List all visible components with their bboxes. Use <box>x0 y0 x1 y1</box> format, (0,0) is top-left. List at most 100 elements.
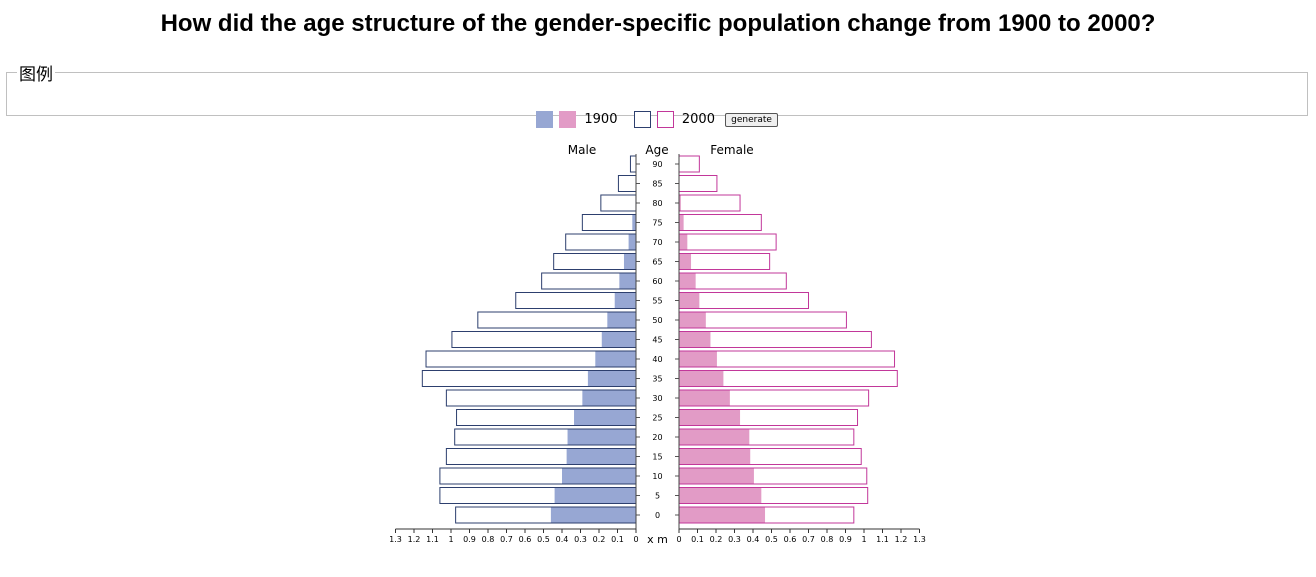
male-x-tick-label: 1 <box>448 535 453 544</box>
age-label: 15 <box>652 453 662 462</box>
female-x-tick-label: 1.3 <box>913 535 926 544</box>
male-header: Male <box>568 143 596 157</box>
legend-panel: 图例 1900 2000 generate <box>6 60 1308 128</box>
male-x-tick-label: 0.8 <box>482 535 495 544</box>
male-x-tick-label: 0.9 <box>463 535 476 544</box>
bar-female-2000 <box>678 214 762 231</box>
age-label: 65 <box>652 258 662 267</box>
male-x-tick-label: 1.3 <box>389 535 402 544</box>
bar-male-2000 <box>553 253 637 270</box>
male-x-tick-label: 0 <box>633 535 638 544</box>
age-label: 55 <box>652 297 662 306</box>
bar-female-1900 <box>679 312 706 328</box>
bar-female-2000 <box>678 233 777 251</box>
female-x-tick-label: 0 <box>676 535 681 544</box>
female-x-tick-label: 0.6 <box>784 535 797 544</box>
bar-female-1900 <box>679 351 717 367</box>
bar-male-1900 <box>614 293 636 308</box>
bar-male-1900 <box>566 449 636 464</box>
female-x-tick-label: 0.7 <box>802 535 815 544</box>
bar-female-1900 <box>679 273 696 289</box>
bar-male-1900 <box>550 507 636 523</box>
legend-label-1900: 1900 <box>584 112 618 127</box>
age-label: 30 <box>652 394 662 403</box>
bar-female-1900 <box>679 293 700 308</box>
chart-title: How did the age structure of the gender-… <box>160 10 1156 37</box>
bar-male-1900 <box>601 332 636 347</box>
female-x-tick-label: 1.2 <box>895 535 908 544</box>
legend-swatch-female-2000 <box>656 111 674 128</box>
bar-male-1900 <box>628 234 636 250</box>
legend-swatch-male-2000 <box>633 111 651 128</box>
female-x-tick-label: 1.1 <box>876 535 889 544</box>
bar-male-1900 <box>582 390 636 406</box>
female-x-tick-label: 0.3 <box>728 535 741 544</box>
bar-male-2000 <box>629 155 637 173</box>
bar-female-2000 <box>678 175 718 192</box>
bar-male-2000 <box>581 214 637 231</box>
bar-female-1900 <box>679 390 730 406</box>
bar-female-1900 <box>679 254 692 269</box>
age-label: 40 <box>652 355 662 364</box>
bar-male-1900 <box>574 410 636 425</box>
bar-male-2000 <box>565 233 637 251</box>
male-x-tick-label: 0.6 <box>519 535 532 544</box>
female-x-tick-label: 1 <box>861 535 866 544</box>
legend-items: 1900 2000 generate <box>7 111 1307 128</box>
bar-female-1900 <box>679 332 711 347</box>
bar-female-1900 <box>679 468 754 484</box>
female-x-tick-label: 0.8 <box>821 535 834 544</box>
age-header: Age <box>645 143 668 157</box>
age-label: 5 <box>655 492 660 501</box>
age-label: 60 <box>652 277 662 286</box>
female-x-tick-label: 0.5 <box>765 535 778 544</box>
age-label: 10 <box>652 472 662 481</box>
male-x-tick-label: 1.1 <box>426 535 439 544</box>
male-x-tick-label: 0.3 <box>574 535 587 544</box>
bar-female-1900 <box>679 507 766 523</box>
bar-female-1900 <box>679 371 724 386</box>
legend-heading: 图例 <box>19 65 53 85</box>
age-label: 50 <box>652 316 662 325</box>
age-label: 80 <box>652 199 662 208</box>
age-label: 85 <box>652 180 662 189</box>
bar-female-1900 <box>679 488 762 503</box>
legend-swatch-female-1900 <box>559 111 577 128</box>
bar-male-1900 <box>554 488 636 503</box>
bar-female-2000 <box>678 194 741 212</box>
bar-female-1900 <box>679 234 688 250</box>
generate-button[interactable]: generate <box>725 112 778 127</box>
bar-female-1900 <box>679 215 684 230</box>
age-label: 70 <box>652 238 662 247</box>
bar-male-1900 <box>587 371 636 386</box>
female-x-tick-label: 0.1 <box>691 535 704 544</box>
bar-male-1900 <box>567 429 636 445</box>
age-label: 0 <box>655 511 660 520</box>
bar-female-2000 <box>678 155 700 173</box>
bar-female-1900 <box>679 195 681 211</box>
male-x-tick-label: 0.7 <box>500 535 513 544</box>
bar-male-2000 <box>600 194 637 212</box>
age-label: 90 <box>652 160 662 169</box>
bar-male-1900 <box>632 215 636 230</box>
age-label: 45 <box>652 336 662 345</box>
bar-male-1900 <box>619 273 636 289</box>
bar-female-1900 <box>679 449 751 464</box>
male-x-tick-label: 0.2 <box>593 535 606 544</box>
bar-male-1900 <box>562 468 636 484</box>
bar-male-1900 <box>607 312 636 328</box>
female-x-tick-label: 0.2 <box>710 535 723 544</box>
female-x-tick-label: 0.4 <box>747 535 760 544</box>
female-header: Female <box>710 143 753 157</box>
male-x-tick-label: 1.2 <box>408 535 421 544</box>
bar-female-1900 <box>679 429 750 445</box>
bar-male-1900 <box>595 351 636 367</box>
age-label: 75 <box>652 219 662 228</box>
bar-female-1900 <box>679 410 741 425</box>
female-x-tick-label: 0.9 <box>839 535 852 544</box>
bar-male-1900 <box>623 254 636 269</box>
x-axis-label: x m <box>647 533 668 546</box>
male-x-tick-label: 0.5 <box>537 535 550 544</box>
male-x-tick-label: 0.1 <box>611 535 624 544</box>
